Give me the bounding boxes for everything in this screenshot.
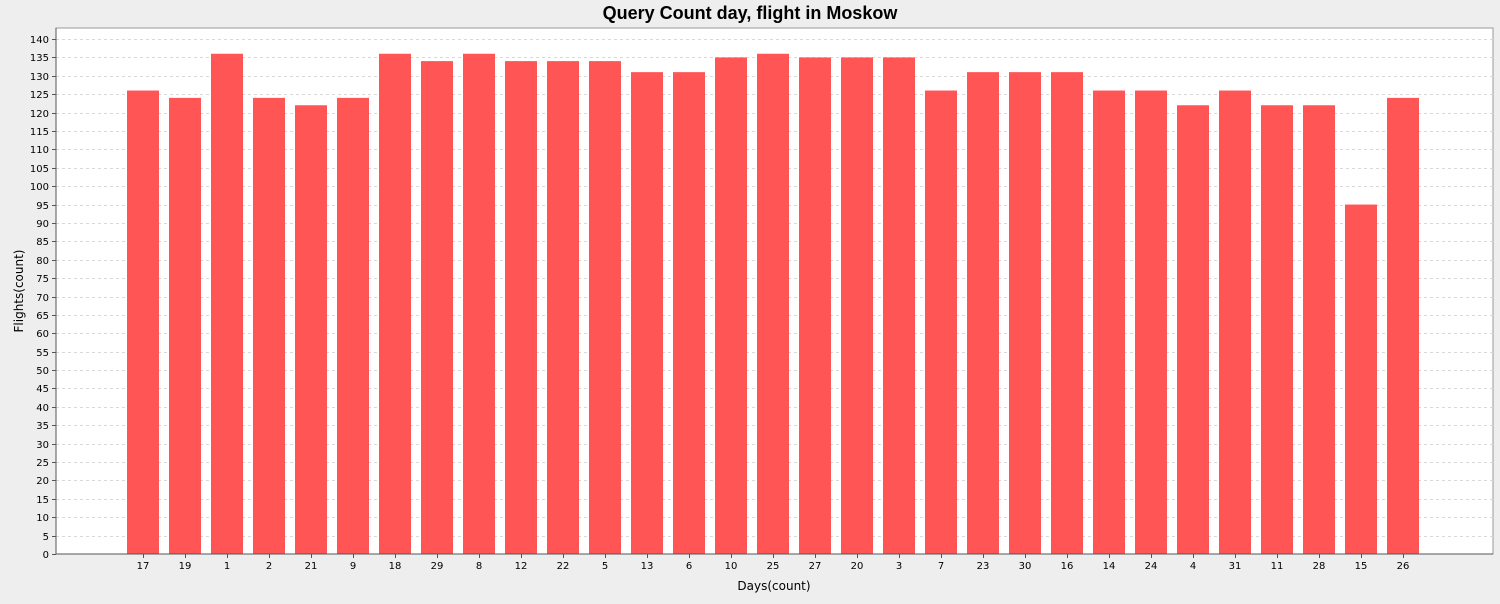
x-tick-label: 19 [179, 561, 192, 572]
bar [547, 61, 579, 555]
bar [421, 61, 453, 555]
y-tick-label: 45 [36, 384, 49, 395]
y-tick-label: 25 [36, 458, 49, 469]
bar [1219, 90, 1251, 555]
bar [673, 72, 705, 554]
y-tick-label: 80 [36, 256, 49, 267]
y-tick-label: 120 [30, 109, 49, 120]
bar [295, 105, 327, 555]
bar [925, 90, 957, 555]
x-axis-label: Days(count) [737, 579, 810, 593]
bar [631, 72, 663, 554]
bar [463, 53, 495, 554]
x-tick-label: 22 [557, 561, 570, 572]
y-tick-label: 100 [30, 182, 49, 193]
y-tick-label: 35 [36, 421, 49, 432]
x-tick-label: 14 [1103, 561, 1116, 572]
x-tick-label: 31 [1229, 561, 1242, 572]
x-tick-label: 1 [224, 561, 230, 572]
x-tick-label: 9 [350, 561, 356, 572]
x-tick-label: 13 [641, 561, 654, 572]
x-tick-label: 8 [476, 561, 482, 572]
bar [841, 57, 873, 554]
bar [589, 61, 621, 555]
x-tick-label: 6 [686, 561, 692, 572]
y-tick-label: 130 [30, 72, 49, 83]
x-axis-ticks: 17 19 1 2 21 9 18 29 8 12 22 5 13 6 10 25 27 20 3 7 23 30 16 14… [137, 554, 1410, 572]
x-tick-label: 30 [1019, 561, 1032, 572]
x-tick-label: 26 [1397, 561, 1410, 572]
bar [1261, 105, 1293, 555]
bar [379, 53, 411, 554]
y-tick-label: 90 [36, 219, 49, 230]
x-tick-label: 2 [266, 561, 272, 572]
y-tick-label: 125 [30, 90, 49, 101]
bar [1135, 90, 1167, 555]
y-tick-label: 0 [43, 550, 49, 561]
x-tick-label: 27 [809, 561, 822, 572]
bar [337, 97, 369, 554]
x-tick-label: 21 [305, 561, 318, 572]
y-tick-label: 75 [36, 274, 49, 285]
bar [967, 72, 999, 554]
bar [799, 57, 831, 554]
chart-title: Query Count day, flight in Moskow [603, 3, 899, 23]
x-tick-label: 29 [431, 561, 444, 572]
y-axis-ticks: 0 5 10 15 20 25 30 35 40 45 50 55 60 65 70 75 80 85 90 95 10… [30, 35, 56, 561]
y-tick-label: 60 [36, 329, 49, 340]
bar [1093, 90, 1125, 555]
bar [757, 53, 789, 554]
x-tick-label: 23 [977, 561, 990, 572]
x-tick-label: 24 [1145, 561, 1158, 572]
bar [1303, 105, 1335, 555]
x-tick-label: 18 [389, 561, 402, 572]
y-tick-label: 55 [36, 348, 49, 359]
y-tick-label: 10 [36, 513, 49, 524]
y-tick-label: 110 [30, 145, 49, 156]
bar [1345, 204, 1377, 554]
bar [211, 53, 243, 554]
x-tick-label: 5 [602, 561, 608, 572]
x-tick-label: 3 [896, 561, 902, 572]
y-tick-label: 65 [36, 311, 49, 322]
x-tick-label: 4 [1190, 561, 1196, 572]
y-tick-label: 40 [36, 403, 49, 414]
bar [1009, 72, 1041, 554]
bars [127, 53, 1419, 555]
x-tick-label: 7 [938, 561, 944, 572]
bar [715, 57, 747, 554]
y-tick-label: 50 [36, 366, 49, 377]
bar [1051, 72, 1083, 554]
y-tick-label: 5 [43, 532, 49, 543]
y-tick-label: 95 [36, 201, 49, 212]
y-tick-label: 85 [36, 237, 49, 248]
x-tick-label: 11 [1271, 561, 1284, 572]
y-tick-label: 30 [36, 440, 49, 451]
bar [1387, 97, 1419, 554]
bar [505, 61, 537, 555]
bar [883, 57, 915, 554]
y-axis-label: Flights(count) [12, 250, 26, 333]
bar [169, 97, 201, 554]
y-tick-label: 20 [36, 476, 49, 487]
bar [253, 97, 285, 554]
x-tick-label: 12 [515, 561, 528, 572]
y-tick-label: 115 [30, 127, 49, 138]
y-tick-label: 135 [30, 53, 49, 64]
x-tick-label: 25 [767, 561, 780, 572]
y-tick-label: 140 [30, 35, 49, 46]
x-tick-label: 20 [851, 561, 864, 572]
x-tick-label: 17 [137, 561, 150, 572]
y-tick-label: 70 [36, 293, 49, 304]
x-tick-label: 15 [1355, 561, 1368, 572]
x-tick-label: 10 [725, 561, 738, 572]
x-tick-label: 28 [1313, 561, 1326, 572]
x-tick-label: 16 [1061, 561, 1074, 572]
y-tick-label: 105 [30, 164, 49, 175]
y-tick-label: 15 [36, 495, 49, 506]
bar [127, 90, 159, 555]
bar [1177, 105, 1209, 555]
